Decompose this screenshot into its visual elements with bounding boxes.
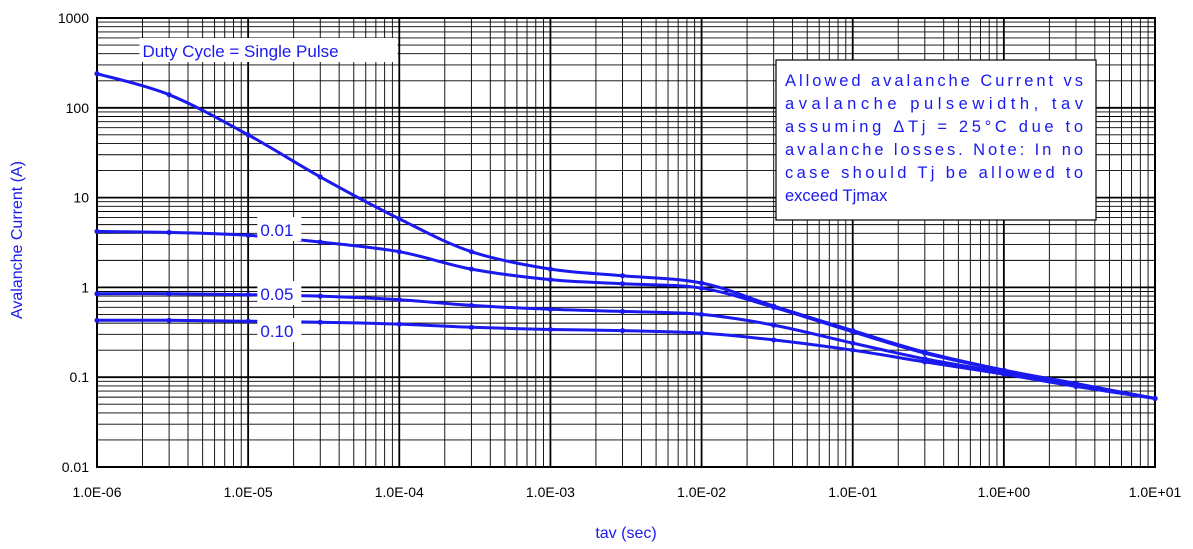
y-tick-label: 1000 [58, 10, 89, 26]
data-point [468, 324, 474, 330]
data-point [547, 306, 554, 312]
y-tick-label: 10 [73, 190, 89, 206]
data-point [245, 318, 251, 324]
data-point [468, 266, 474, 272]
data-point [166, 229, 172, 235]
data-point [619, 281, 626, 287]
series-label-0-10: 0.10 [257, 318, 302, 342]
x-tick-labels: 1.0E-06 1.0E-05 1.0E-04 1.0E-03 1.0E-02 1.0E-… [72, 484, 1181, 500]
series-label-0-05-text: 0.05 [260, 285, 293, 304]
x-tick-label: 1.0E-05 [224, 484, 273, 500]
data-point [922, 350, 928, 356]
annotation-frame [775, 59, 1097, 221]
data-point [94, 228, 100, 235]
series-label-0-01: 0.01 [257, 217, 302, 241]
plot-frame [96, 17, 1156, 468]
series-label-single-pulse-text: Duty Cycle = Single Pulse [142, 42, 338, 61]
data-point [245, 292, 251, 298]
data-point [396, 249, 402, 255]
series-label-0-05: 0.05 [257, 281, 302, 305]
y-tick-label: 1 [81, 279, 89, 295]
data-point [547, 266, 554, 272]
data-point [698, 285, 705, 291]
data-point [396, 321, 402, 327]
x-tick-label: 1.0E-01 [828, 484, 877, 500]
x-tick-label: 1.0E+00 [978, 484, 1031, 500]
data-point [698, 330, 705, 336]
data-point [94, 291, 100, 297]
data-point [771, 304, 777, 310]
data-point [850, 347, 856, 353]
data-point [547, 326, 554, 333]
x-tick-label: 1.0E-04 [375, 484, 424, 500]
y-axis-label: Avalanche Current (A) [9, 161, 26, 319]
data-point [771, 322, 777, 328]
data-point [166, 92, 172, 98]
annotation-line: avalanche losses. Note: In no [785, 141, 1083, 159]
x-axis-label: tav (sec) [595, 525, 656, 542]
y-tick-label: 0.01 [62, 459, 89, 475]
data-point [468, 249, 474, 255]
y-tick-labels: 0.01 0.1 1 10 100 1000 [58, 10, 89, 475]
data-point [922, 359, 928, 365]
series-label-single-pulse-background [139, 38, 398, 62]
x-tick-label: 1.0E-02 [677, 484, 726, 500]
data-point [94, 71, 100, 77]
data-point [1001, 371, 1007, 377]
annotation-line: case should Tj be allowed to [785, 164, 1083, 182]
series-label-single-pulse: Duty Cycle = Single Pulse [139, 38, 398, 62]
data-point [396, 216, 402, 222]
data-point [698, 280, 705, 286]
data-point [619, 308, 626, 315]
data-point [547, 277, 554, 283]
series-label-0-01-background [257, 217, 302, 241]
series-labels: Duty Cycle = Single Pulse 0.01 0.05 0.10 [139, 38, 398, 342]
y-tick-label: 0.1 [70, 369, 90, 385]
data-point [166, 291, 172, 297]
data-point [317, 293, 323, 299]
data-point [317, 239, 323, 245]
y-tick-label: 100 [66, 100, 90, 116]
series-label-0-01-text: 0.01 [260, 221, 293, 240]
x-tick-label: 1.0E+01 [1129, 484, 1182, 500]
data-point [619, 273, 626, 279]
annotation-line: Allowed avalanche Current vs [785, 72, 1083, 90]
data-point [1152, 395, 1158, 402]
data-point [850, 340, 856, 346]
data-point [245, 132, 251, 138]
data-point [396, 297, 402, 303]
data-point [94, 317, 100, 323]
annotation-line: exceed Tjmax [785, 187, 888, 205]
data-point [245, 232, 251, 238]
data-point [468, 302, 474, 309]
data-point [317, 319, 323, 325]
data-point [698, 311, 705, 318]
data-point [850, 329, 856, 335]
series-label-0-10-text: 0.10 [260, 322, 293, 341]
x-tick-label: 1.0E-06 [72, 484, 121, 500]
x-tick-label: 1.0E-03 [526, 484, 575, 500]
data-point [771, 337, 777, 343]
data-point [166, 317, 172, 323]
series-label-0-05-background [257, 281, 302, 305]
data-point [1073, 383, 1079, 389]
data-point [317, 174, 323, 180]
series-label-0-10-background [257, 318, 302, 342]
data-point [619, 328, 626, 334]
